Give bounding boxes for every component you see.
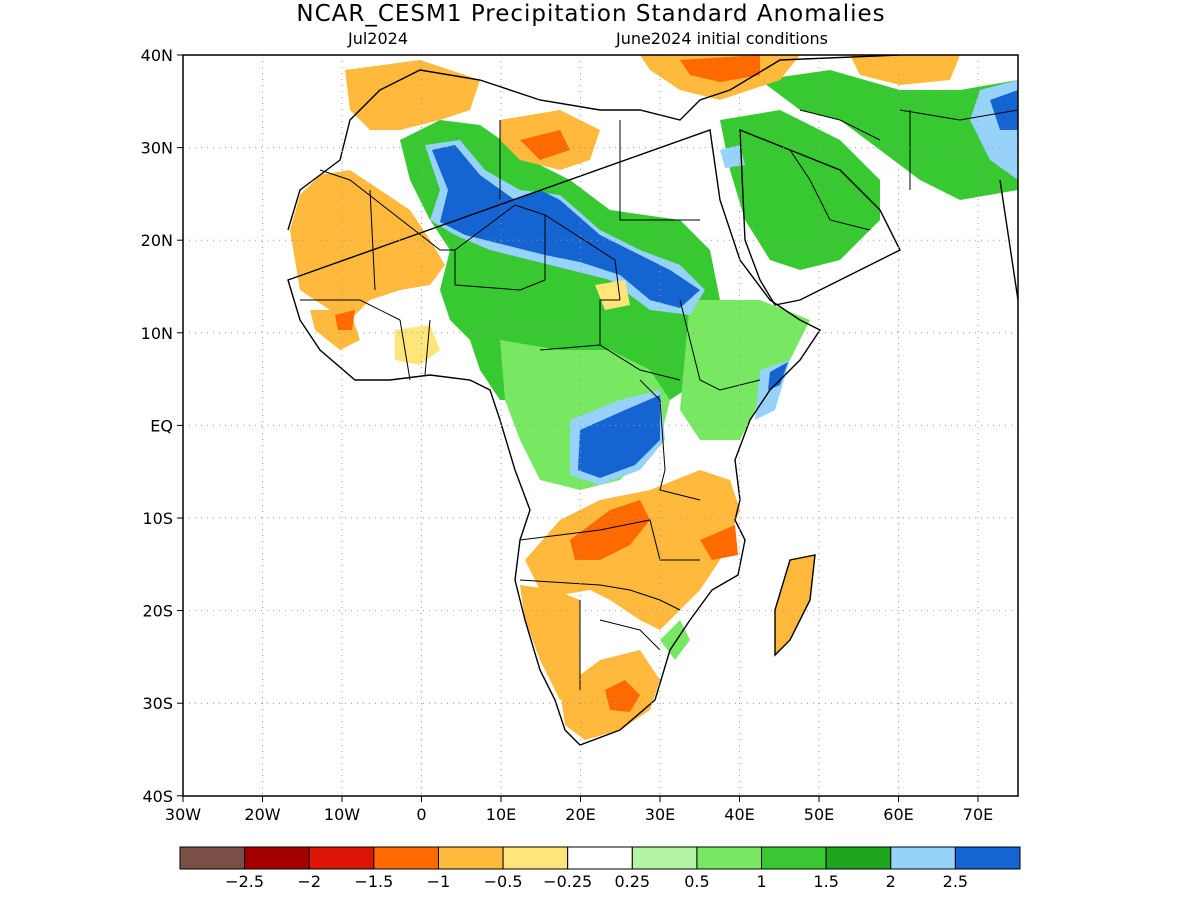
lat-tick-label: 10S <box>142 509 173 528</box>
colorbar-label: −2 <box>297 872 321 891</box>
lat-tick-label: 40S <box>142 787 173 806</box>
lat-tick-label: 20S <box>142 602 173 621</box>
colorbar-swatch <box>825 846 892 870</box>
colorbar-swatch <box>244 846 310 870</box>
colorbar-label: 2.5 <box>943 872 968 891</box>
colorbar-swatch <box>437 846 504 870</box>
dry-southern-africa <box>525 470 740 630</box>
lon-tick-label: 30W <box>165 805 201 824</box>
very-dry-mozambique <box>700 525 738 560</box>
latitude-axis: 40N 30N 20N 10N EQ 10S 20S 30S 40S <box>141 46 183 806</box>
lat-tick-label: 10N <box>141 324 173 343</box>
lon-tick-label: 70E <box>963 805 993 824</box>
colorbar-label: −2.5 <box>225 872 264 891</box>
colorbar-label: −0.5 <box>484 872 523 891</box>
colorbar-label: 0.25 <box>614 872 650 891</box>
coastlines <box>287 55 1018 746</box>
country-borders <box>300 109 1018 690</box>
wet-arabia <box>720 110 880 270</box>
very-dry-senegal <box>335 310 355 330</box>
longitude-axis: 30W 20W 10W 0 10E 20E 30E 40E 50E 60E 70E <box>165 796 993 824</box>
lon-tick-label: 10E <box>486 805 516 824</box>
very-wet-horn-core <box>768 362 788 390</box>
lon-tick-label: 20W <box>244 805 280 824</box>
wet-iran <box>760 70 1018 200</box>
colorbar-label: −1.5 <box>354 872 393 891</box>
colorbar-swatch <box>179 846 246 870</box>
colorbar-label: 1 <box>756 872 766 891</box>
lat-tick-label: 40N <box>141 46 173 65</box>
lat-tick-label: 20N <box>141 231 173 250</box>
colorbar-swatch <box>631 846 698 870</box>
dry-west-africa <box>290 170 445 320</box>
very-dry-south-africa <box>605 680 640 712</box>
colorbar-swatch <box>373 846 439 870</box>
dry-turkey-north <box>850 55 960 85</box>
wet-sinai <box>720 145 745 168</box>
dry-southwest-africa <box>520 585 580 700</box>
colorbar-label: 2 <box>886 872 896 891</box>
dry-madagascar <box>775 555 815 655</box>
colorbar-swatch <box>308 846 375 870</box>
colorbar-label: −1 <box>427 872 451 891</box>
very-dry-zambia <box>570 500 650 560</box>
lon-tick-label: 40E <box>724 805 754 824</box>
very-wet-sahara-core <box>432 145 700 308</box>
wet-horn <box>680 300 810 440</box>
colorbar-swatch <box>567 846 633 870</box>
lon-tick-label: 20E <box>565 805 595 824</box>
lon-tick-label: 50E <box>804 805 834 824</box>
very-wet-central-asia-core <box>990 90 1018 130</box>
colorbar-label: 0.5 <box>684 872 709 891</box>
lon-tick-label: 0 <box>416 805 426 824</box>
lat-tick-label: 30N <box>141 139 173 158</box>
colorbar-swatch <box>696 846 763 870</box>
weak-dry-east <box>595 280 630 310</box>
lon-tick-label: 60E <box>883 805 913 824</box>
colorbar-swatch <box>954 846 1021 870</box>
map-title: NCAR_CESM1 Precipitation Standard Anomal… <box>296 1 885 27</box>
subtitle-initial-conditions: June2024 initial conditions <box>615 29 828 48</box>
subtitle-month: Jul2024 <box>347 29 408 48</box>
lat-tick-label: EQ <box>150 416 173 435</box>
colorbar-swatch <box>890 846 956 870</box>
colorbar-swatch <box>502 846 569 870</box>
lon-tick-label: 10W <box>324 805 360 824</box>
colorbar-swatch <box>761 846 827 870</box>
very-wet-congo-core <box>578 395 660 478</box>
map-area: 40N 30N 20N 10N EQ 10S 20S 30S 40S 30W 20W 10W 0 10E… <box>141 46 1019 824</box>
lon-tick-label: 30E <box>645 805 675 824</box>
colorbar: −2.5 −2 −1.5 −1 −0.5 −0.25 0.25 0.5 1 1.5 2 2.5 <box>179 846 1021 891</box>
dry-north-africa <box>345 60 480 130</box>
colorbar-label: −0.25 <box>543 872 592 891</box>
lat-tick-label: 30S <box>142 694 173 713</box>
colorbar-label: 1.5 <box>813 872 838 891</box>
very-dry-libya <box>520 130 570 160</box>
